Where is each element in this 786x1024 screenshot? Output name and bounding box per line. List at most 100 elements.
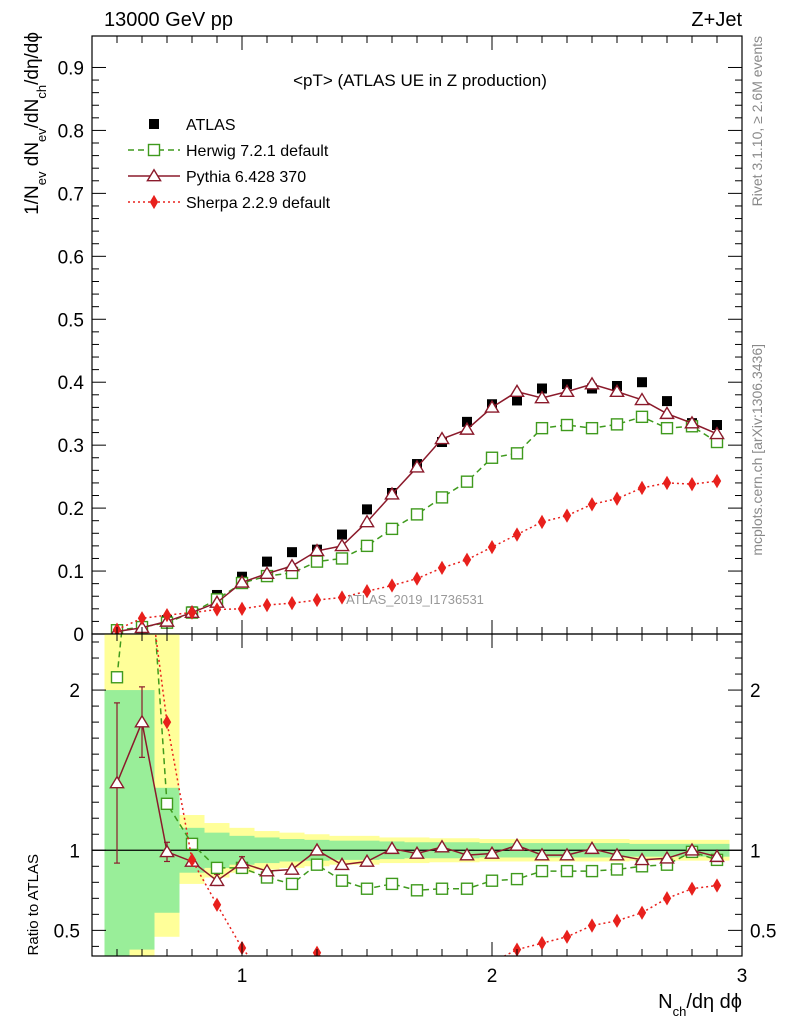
data-point bbox=[434, 431, 450, 445]
data-point bbox=[534, 390, 550, 404]
y-tick-label: 0.2 bbox=[58, 499, 84, 520]
ratio-point bbox=[485, 874, 499, 887]
legend-label: Herwig 7.2.1 default bbox=[186, 143, 329, 160]
ratio-point bbox=[438, 963, 446, 977]
ratio-point bbox=[459, 847, 475, 861]
legend-label: Pythia 6.428 370 bbox=[186, 169, 306, 186]
ratio-point bbox=[712, 878, 722, 893]
legend-entry: ATLAS bbox=[149, 117, 236, 134]
data-point bbox=[287, 596, 297, 611]
ratio-point bbox=[360, 882, 374, 895]
ratio-point bbox=[263, 971, 271, 985]
data-point bbox=[687, 477, 697, 492]
data-point bbox=[485, 451, 499, 464]
data-point bbox=[585, 421, 599, 435]
ratio-point bbox=[509, 837, 525, 851]
ratio-point bbox=[534, 847, 550, 861]
ratio-y-tick-label: 1 bbox=[69, 841, 80, 862]
ratio-point bbox=[587, 918, 597, 933]
ratio-point bbox=[259, 863, 275, 877]
ratio-line bbox=[116, 634, 718, 892]
ratio-point bbox=[560, 864, 574, 878]
ratio-point bbox=[160, 797, 174, 811]
data-point bbox=[362, 504, 372, 515]
data-point bbox=[309, 543, 325, 557]
data-point bbox=[409, 459, 425, 473]
data-point bbox=[510, 447, 524, 460]
legend-label: ATLAS bbox=[186, 117, 236, 134]
data-point bbox=[287, 547, 297, 558]
ratio-series-herwig-7-2-1-default bbox=[110, 634, 724, 897]
ratio-point bbox=[409, 845, 425, 859]
ratio-point bbox=[285, 877, 299, 891]
ratio-point bbox=[284, 861, 300, 875]
x-tick-label: 1 bbox=[237, 966, 248, 987]
data-point bbox=[487, 539, 497, 555]
ratio-panel: 0.5 0.5 1 1 2 2 1 2 3 bbox=[54, 633, 776, 993]
ratio-point bbox=[434, 839, 450, 853]
data-point bbox=[384, 486, 400, 500]
data-point bbox=[584, 376, 600, 390]
data-point bbox=[187, 605, 197, 620]
ratio-point bbox=[212, 897, 222, 912]
ratio-point bbox=[684, 842, 700, 856]
data-point bbox=[659, 406, 675, 420]
side-label-upper: Rivet 3.1.10, ≥ 2.6M events bbox=[749, 36, 765, 206]
ratio-point bbox=[585, 864, 599, 878]
data-point bbox=[712, 420, 722, 431]
legend-entry: Sherpa 2.2.9 default bbox=[128, 194, 331, 212]
ratio-y-tick-label: 0.5 bbox=[54, 921, 80, 942]
ratio-point bbox=[210, 861, 224, 875]
ratio-point bbox=[110, 671, 124, 684]
data-point bbox=[212, 602, 222, 617]
series-sherpa-2-2-9-default bbox=[112, 473, 722, 634]
data-point bbox=[162, 607, 172, 623]
data-point bbox=[535, 421, 549, 435]
data-point bbox=[609, 384, 625, 398]
data-point bbox=[684, 415, 700, 429]
data-point bbox=[462, 552, 472, 567]
data-point bbox=[637, 377, 647, 388]
data-point bbox=[284, 558, 300, 572]
ratio-point bbox=[484, 845, 500, 859]
y-tick-label: 0.1 bbox=[58, 562, 84, 583]
data-point bbox=[612, 491, 622, 506]
data-point bbox=[362, 584, 372, 599]
data-point bbox=[634, 392, 650, 406]
x-tick-label: 2 bbox=[487, 966, 498, 987]
ratio-point bbox=[388, 971, 396, 985]
data-point bbox=[435, 491, 449, 504]
ratio-point bbox=[637, 905, 647, 920]
data-point bbox=[262, 556, 272, 567]
ratio-point bbox=[234, 855, 250, 869]
ratio-point bbox=[384, 841, 400, 855]
y-axis-label: 1/Nev dNev/dNch/dη/dϕ bbox=[22, 32, 49, 215]
ratio-y-tick-label-right: 2 bbox=[750, 681, 761, 702]
data-point bbox=[662, 396, 672, 407]
data-point bbox=[337, 590, 347, 605]
data-point bbox=[359, 514, 375, 528]
ratio-point bbox=[187, 852, 197, 868]
ratio-point bbox=[338, 971, 346, 985]
y-tick-label: 0.6 bbox=[58, 247, 84, 268]
x-tick-label: 3 bbox=[737, 966, 748, 987]
data-point bbox=[360, 539, 374, 553]
data-point bbox=[237, 601, 247, 616]
ratio-point bbox=[659, 850, 675, 864]
y-tick-label: 0.4 bbox=[58, 373, 85, 394]
ratio-point bbox=[687, 881, 697, 896]
ratio-point bbox=[363, 979, 371, 993]
side-label-lower: mcplots.cern.ch [arXiv:1306.3436] bbox=[749, 344, 765, 556]
ratio-point bbox=[410, 884, 424, 897]
header-right: Z+Jet bbox=[691, 9, 742, 31]
data-point bbox=[385, 522, 399, 536]
data-point bbox=[387, 578, 397, 593]
y-tick-label: 0.7 bbox=[58, 184, 84, 205]
data-point bbox=[562, 508, 572, 523]
ratio-point bbox=[413, 968, 421, 982]
ratio-point bbox=[634, 852, 650, 866]
y-tick-label: 0.9 bbox=[58, 58, 84, 79]
ratio-point bbox=[610, 863, 624, 876]
data-point bbox=[335, 552, 349, 565]
ratio-point bbox=[463, 958, 471, 972]
